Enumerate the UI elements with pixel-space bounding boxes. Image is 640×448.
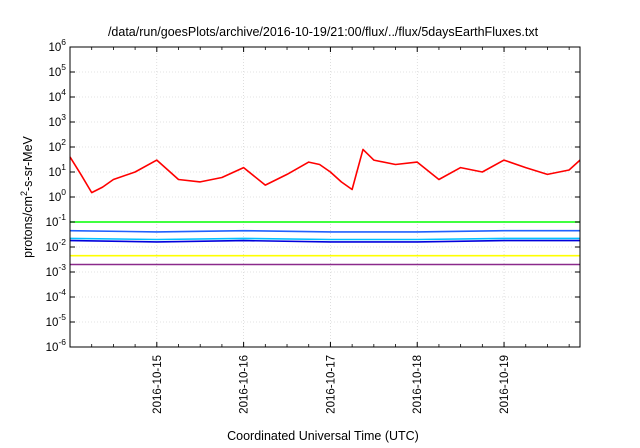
y-tick-label: 10-2	[46, 237, 67, 254]
series-group	[69, 148, 581, 266]
chart-title: /data/run/goesPlots/archive/2016-10-19/2…	[108, 25, 539, 39]
series-line-3	[69, 229, 580, 233]
series-line-4	[69, 237, 580, 241]
y-axis-ticks: 10-6 10-5 10-4 10-3 10-2 10-1 100 101 102 103 104 1…	[46, 37, 580, 354]
y-tick-label: 10-5	[46, 312, 67, 329]
y-tick-label: 102	[48, 137, 66, 154]
x-tick-label: 2016-10-18	[412, 355, 424, 414]
x-tick-label: 2016-10-16	[239, 355, 251, 414]
x-axis-label: Coordinated Universal Time (UTC)	[227, 429, 419, 443]
y-tick-label: 10-1	[46, 212, 67, 229]
x-tick-label: 2016-10-19	[499, 355, 511, 414]
y-tick-label: 10-4	[46, 287, 67, 304]
y-tick-label: 100	[48, 187, 66, 204]
y-tick-label: 10-3	[46, 262, 67, 279]
grid	[70, 47, 580, 347]
x-axis-ticks: 2016-10-15 2016-10-16 2016-10-17 2016-10-18…	[69, 47, 570, 414]
y-tick-label: 103	[48, 112, 66, 129]
x-tick-label: 2016-10-15	[152, 355, 164, 414]
y-axis-label: protons/cm2-s-sr-MeV	[19, 135, 35, 257]
x-tick-label: 2016-10-17	[325, 355, 337, 414]
y-tick-label: 10-6	[46, 337, 67, 354]
y-tick-label: 105	[48, 62, 66, 79]
y-tick-label: 101	[48, 162, 66, 179]
series-line-1	[69, 148, 581, 194]
y-tick-label: 104	[48, 87, 66, 104]
series-line-5	[69, 239, 580, 243]
y-tick-label: 106	[48, 37, 66, 54]
